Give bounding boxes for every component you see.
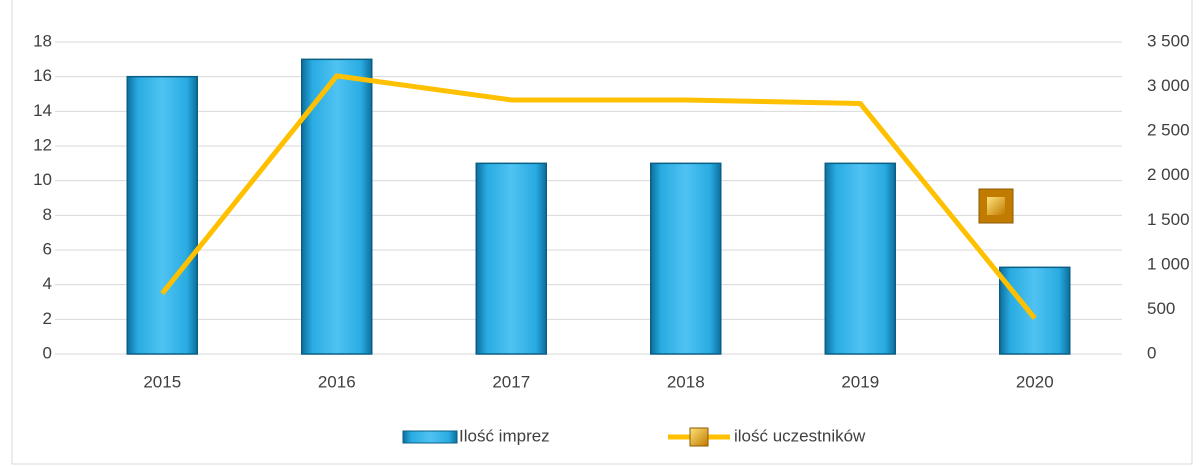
y-tick-label: 6 (43, 239, 52, 258)
x-tick-label: 2019 (841, 372, 879, 391)
x-tick-label: 2016 (318, 372, 356, 391)
y2-tick-label: 0 (1147, 343, 1156, 362)
y2-tick-label: 1 500 (1147, 210, 1190, 229)
y-tick-label: 12 (33, 135, 52, 154)
x-tick-label: 2018 (667, 372, 705, 391)
x-tick-label: 2015 (143, 372, 181, 391)
y-tick-label: 14 (33, 101, 52, 120)
legend-label: Ilość imprez (459, 426, 550, 445)
x-tick-label: 2017 (492, 372, 530, 391)
y-tick-label: 16 (33, 66, 52, 85)
y-tick-label: 0 (43, 343, 52, 362)
y-tick-label: 18 (33, 31, 52, 50)
bar (999, 266, 1071, 355)
y-tick-label: 10 (33, 170, 52, 189)
legend-marker (689, 427, 709, 447)
y-tick-label: 8 (43, 205, 52, 224)
bar (126, 75, 198, 355)
y2-tick-label: 1 000 (1147, 254, 1190, 273)
legend-label: ilość uczestników (734, 426, 866, 445)
bar (475, 162, 547, 355)
x-tick-label: 2020 (1016, 372, 1054, 391)
chart-border (11, 0, 1193, 465)
y2-tick-label: 3 500 (1147, 31, 1190, 50)
y2-tick-label: 500 (1147, 299, 1175, 318)
line-series (160, 73, 1037, 320)
stray-marker (978, 188, 1014, 224)
bar (650, 162, 722, 355)
y2-tick-label: 3 000 (1147, 76, 1190, 95)
y2-tick-label: 2 500 (1147, 121, 1190, 140)
legend-swatch (402, 430, 458, 444)
y2-tick-label: 2 000 (1147, 165, 1190, 184)
y-tick-label: 2 (43, 309, 52, 328)
y-tick-label: 4 (43, 274, 52, 293)
bar (824, 162, 896, 355)
